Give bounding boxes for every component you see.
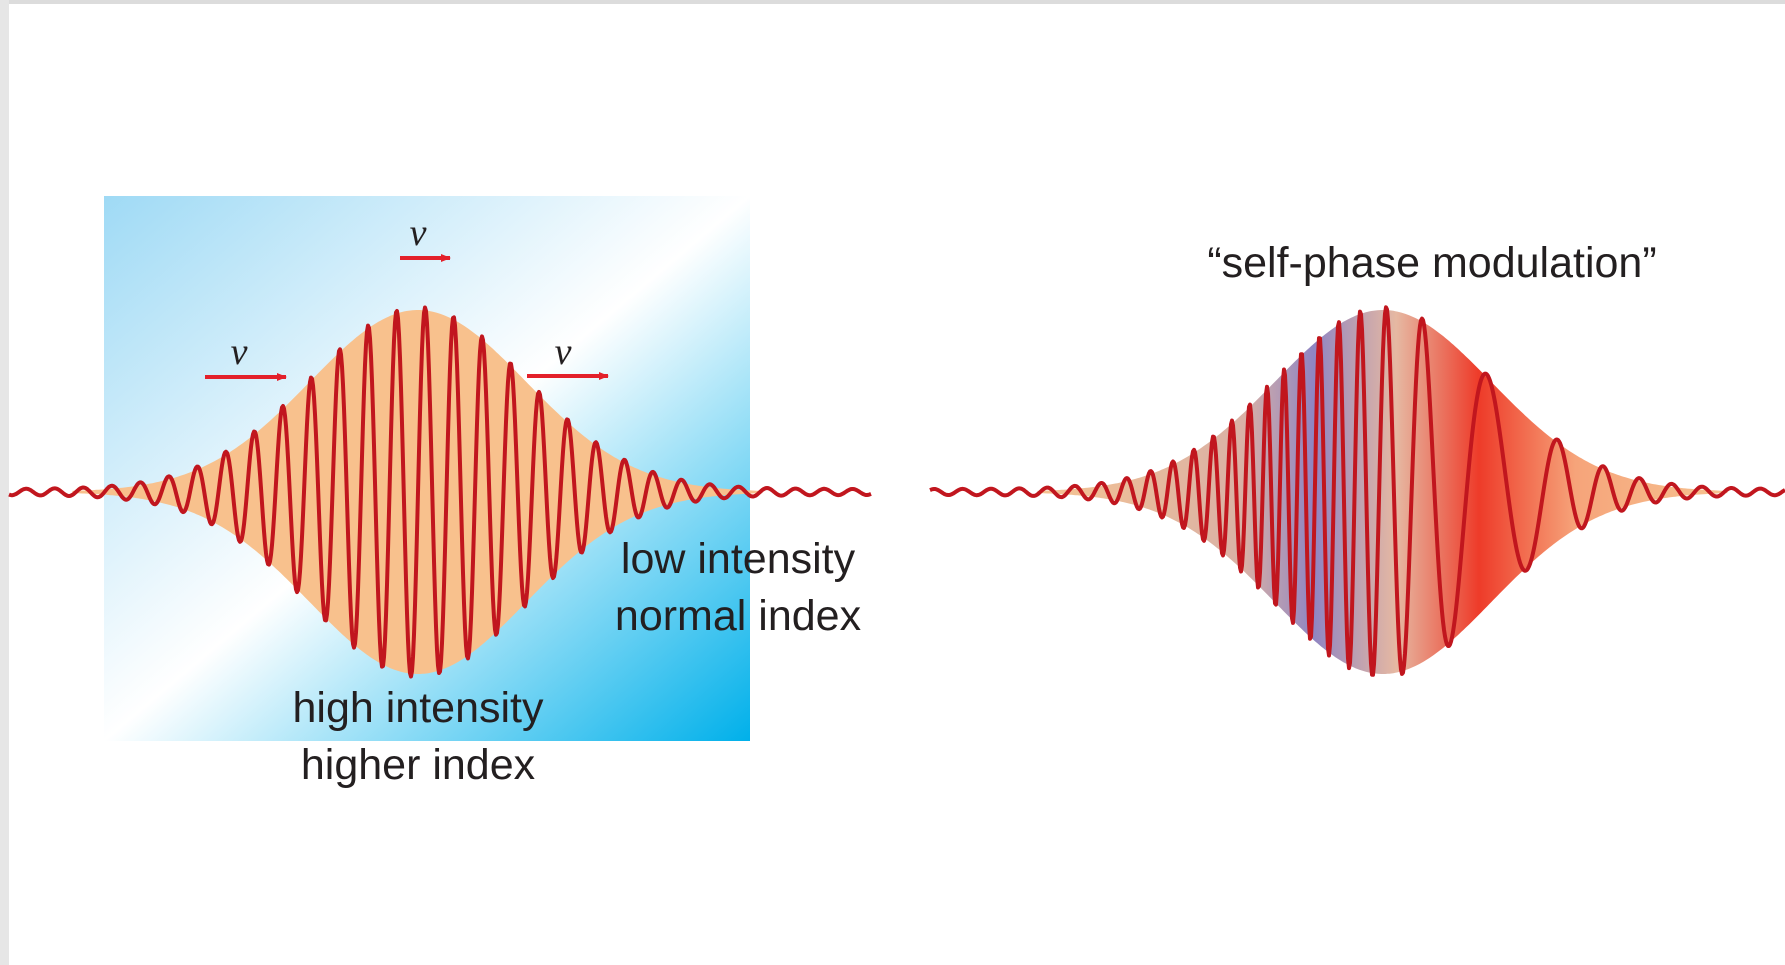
top-border: [0, 0, 1785, 4]
velocity-label: v: [555, 331, 572, 373]
left-strip: [0, 0, 9, 965]
figure: v v v low intensity normal index high in…: [0, 0, 1785, 965]
region-label: high intensity: [293, 684, 544, 732]
page: v v v low intensity normal index high in…: [0, 0, 1785, 965]
velocity-label: v: [231, 331, 248, 373]
velocity-label: v: [410, 212, 427, 254]
region-label: higher index: [301, 741, 536, 789]
panel-title: “self-phase modulation”: [1207, 239, 1656, 287]
region-label: normal index: [615, 592, 862, 640]
region-label: low intensity: [621, 535, 856, 583]
